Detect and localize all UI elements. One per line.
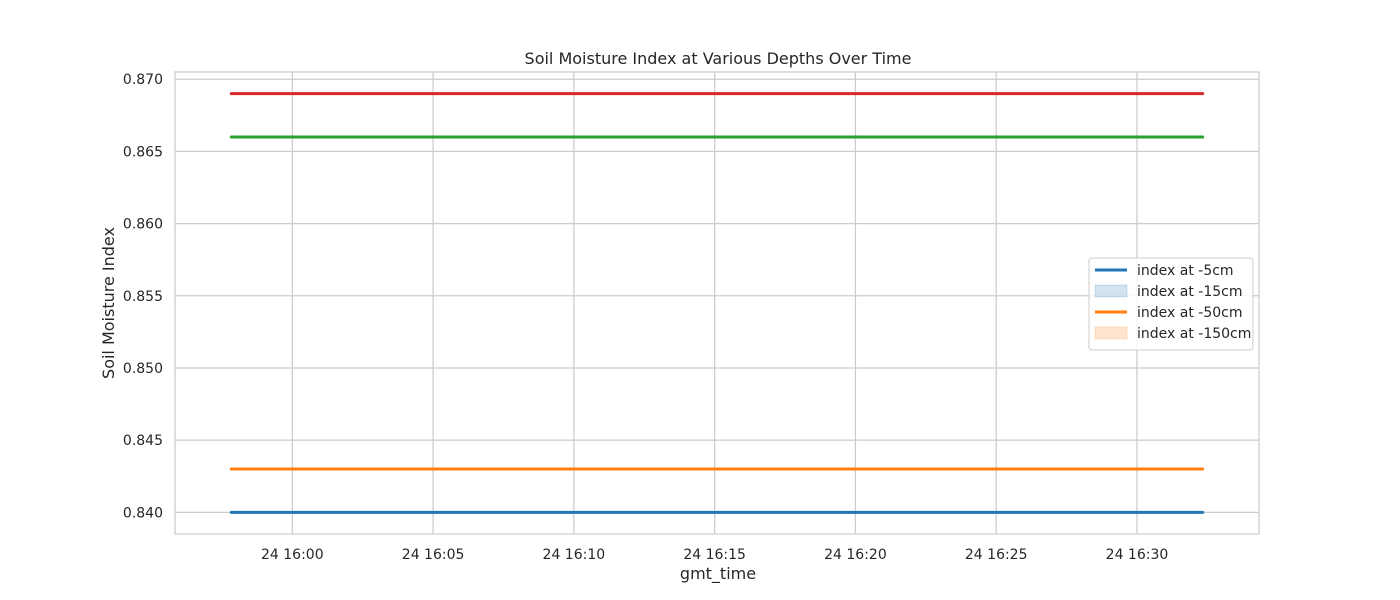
legend-box	[1088, 257, 1254, 351]
x-tick-label: 24 16:05	[402, 547, 465, 563]
legend-label: index at -50cm	[1137, 305, 1242, 321]
y-tick-label: 0.855	[123, 289, 163, 305]
y-tick-label: 0.865	[123, 144, 163, 160]
y-axis-label: Soil Moisture Index	[99, 227, 118, 379]
y-tick-label: 0.840	[123, 505, 163, 521]
y-tick-label: 0.870	[123, 72, 163, 88]
y-tick-label: 0.850	[123, 361, 163, 377]
y-tick-label: 0.860	[123, 217, 163, 233]
series-group	[229, 92, 1205, 514]
legend-label: index at -5cm	[1137, 263, 1234, 279]
y-tick-labels: 0.840 0.845 0.850 0.855 0.860 0.865 0.870	[123, 72, 163, 521]
chart-title: Soil Moisture Index at Various Depths Ov…	[525, 49, 912, 68]
x-tick-label: 24 16:00	[261, 547, 324, 563]
x-tick-labels: 24 16:00 24 16:05 24 16:10 24 16:15 24 16:20…	[261, 547, 1168, 563]
legend-label: index at -150cm	[1137, 326, 1251, 342]
y-tick-label: 0.845	[123, 433, 163, 449]
x-tick-label: 24 16:15	[683, 547, 746, 563]
x-axis-label: gmt_time	[680, 564, 756, 584]
legend-label: index at -15cm	[1137, 284, 1242, 300]
legend-patch-swatch	[1094, 326, 1128, 340]
x-tick-label: 24 16:10	[543, 547, 606, 563]
x-tick-label: 24 16:20	[824, 547, 887, 563]
x-tick-label: 24 16:25	[965, 547, 1028, 563]
legend-patch-swatch	[1094, 284, 1128, 298]
legend: index at -5cm index at -15cm index at -50c…	[1088, 257, 1254, 351]
x-tick-label: 24 16:30	[1106, 547, 1169, 563]
gridlines	[175, 72, 1259, 534]
plot-area	[174, 71, 1260, 535]
